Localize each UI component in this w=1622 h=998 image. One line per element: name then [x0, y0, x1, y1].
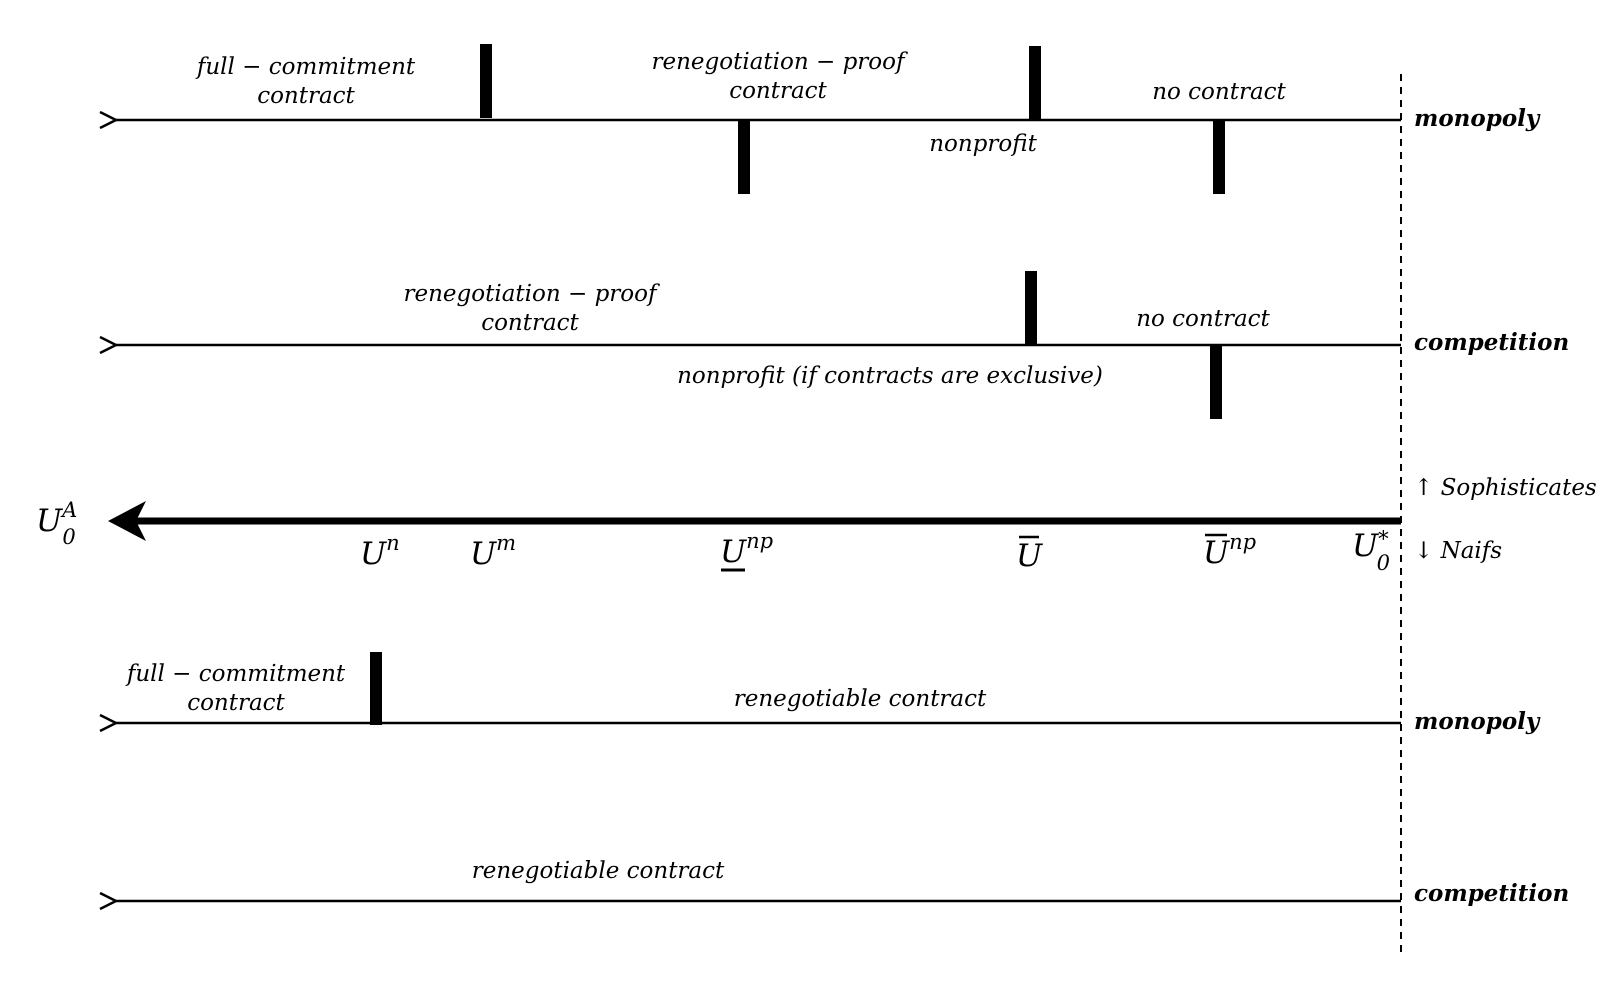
threshold-tick [738, 120, 750, 194]
region-label: no contract [1152, 79, 1286, 105]
threshold-tick [480, 44, 492, 118]
threshold-label-U0-star: U* 0 [1352, 527, 1390, 575]
main-axis: UA 0 Un Um Unp U Unp U* 0 ↑ Sophisticates … [36, 475, 1597, 575]
axis-variable-label: UA 0 [36, 498, 77, 549]
threshold-label-Ubar-np: Unp [1203, 530, 1256, 571]
group-label-sophisticates: ↑ Sophisticates [1414, 475, 1597, 501]
region-label: renegotiable contract [734, 686, 987, 712]
market-label: monopoly [1414, 105, 1541, 132]
market-label: competition [1414, 880, 1569, 907]
regime-line-sophisticates-competition: renegotiation − proof contract no contra… [116, 271, 1569, 419]
threshold-tick [1210, 345, 1222, 419]
threshold-tick [1213, 120, 1225, 194]
threshold-label-underline-Unp: Unp [720, 529, 773, 570]
market-label: monopoly [1414, 708, 1541, 735]
region-label: full − commitment [125, 661, 346, 687]
region-label: nonprofit (if contracts are exclusive) [677, 363, 1103, 389]
threshold-label-Un: Un [360, 531, 400, 572]
threshold-label-Ubar: U [1016, 538, 1043, 574]
threshold-tick [1025, 271, 1037, 345]
region-label: renegotiable contract [472, 858, 725, 884]
region-label: contract [257, 83, 355, 109]
region-label: renegotiation − proof [404, 281, 660, 307]
region-label: renegotiation − proof [652, 49, 908, 75]
region-label: contract [481, 310, 579, 336]
threshold-label-Um: Um [470, 531, 516, 572]
region-label: full − commitment [195, 54, 416, 80]
region-label: contract [187, 690, 285, 716]
main-axis-arrowhead [108, 501, 146, 541]
threshold-tick [370, 652, 382, 725]
regime-line-naifs-competition: renegotiable contract competition [116, 858, 1569, 907]
region-label: nonprofit [929, 131, 1037, 157]
region-label: no contract [1136, 306, 1270, 332]
market-label: competition [1414, 329, 1569, 356]
group-label-naifs: ↓ Naifs [1414, 538, 1502, 564]
regime-line-naifs-monopoly: full − commitment contract renegotiable … [116, 652, 1541, 735]
region-label: contract [729, 78, 827, 104]
threshold-tick [1029, 46, 1041, 120]
regime-line-sophisticates-monopoly: full − commitment contract renegotiation… [116, 44, 1541, 194]
